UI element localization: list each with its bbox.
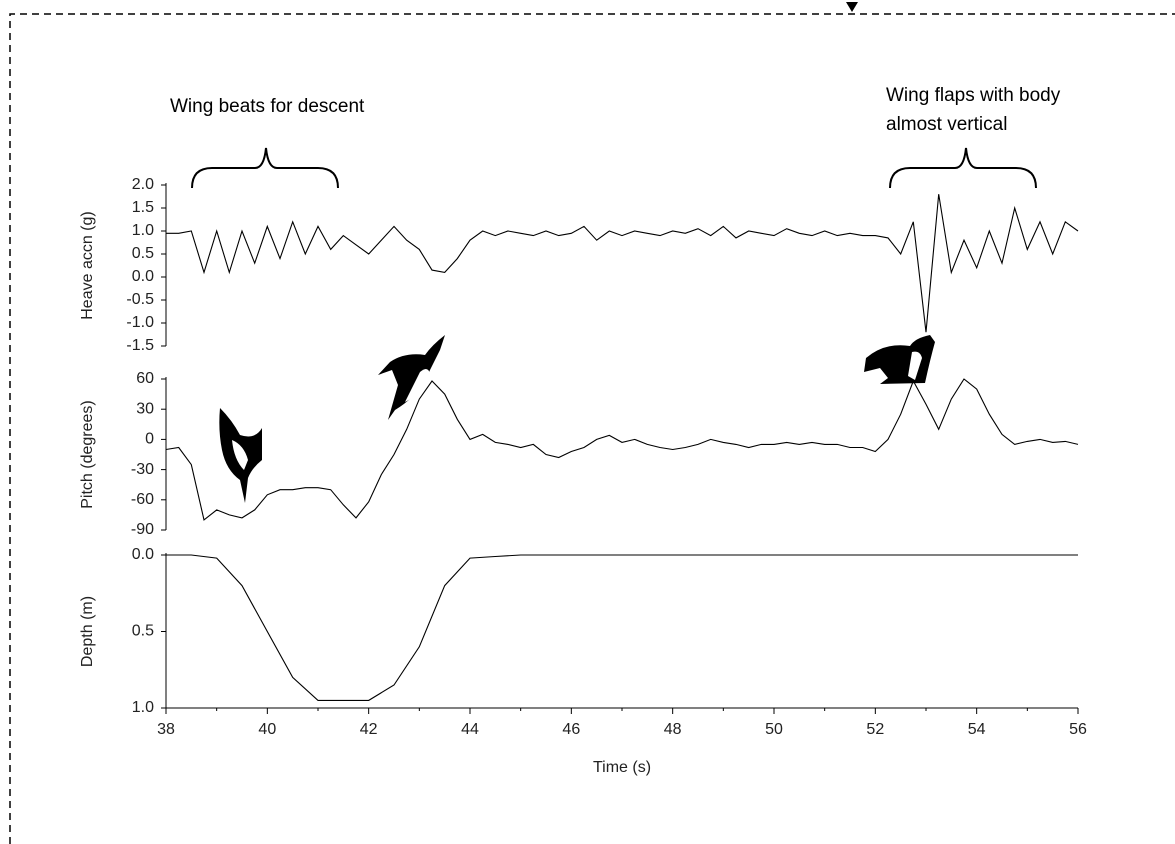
y-tick-label: 1.0 bbox=[132, 699, 154, 716]
y-axis-label: Heave accn (g) bbox=[79, 211, 96, 320]
y-axis-label: Depth (m) bbox=[79, 596, 96, 667]
brace bbox=[191, 147, 339, 189]
y-tick-label: -1.0 bbox=[126, 314, 154, 331]
brace bbox=[889, 147, 1037, 189]
y-tick-label: -90 bbox=[131, 521, 154, 538]
y-tick-label: 60 bbox=[136, 370, 154, 387]
x-tick-label: 52 bbox=[866, 721, 884, 738]
y-tick-label: 30 bbox=[136, 400, 154, 417]
y-tick-label: -60 bbox=[131, 491, 154, 508]
annotation: Wing beats for descent bbox=[170, 96, 365, 117]
y-tick-label: 1.0 bbox=[132, 222, 154, 239]
annotation: Wing flaps with body bbox=[886, 85, 1061, 106]
penguin-descending bbox=[219, 408, 262, 503]
penguin-ascending bbox=[378, 335, 445, 420]
x-tick-label: 50 bbox=[765, 721, 783, 738]
x-tick-label: 54 bbox=[968, 721, 986, 738]
y-tick-label: 0.0 bbox=[132, 268, 154, 285]
y-tick-label: -30 bbox=[131, 461, 154, 478]
y-tick-label: 1.5 bbox=[132, 199, 154, 216]
y-tick-label: -0.5 bbox=[126, 291, 154, 308]
x-tick-label: 38 bbox=[157, 721, 175, 738]
x-tick-label: 56 bbox=[1069, 721, 1087, 738]
y-tick-label: 0.0 bbox=[132, 546, 154, 563]
y-tick-label: 0 bbox=[145, 431, 154, 448]
x-tick-label: 46 bbox=[562, 721, 580, 738]
data-line bbox=[165, 378, 1079, 521]
arrow-tip bbox=[846, 2, 858, 12]
data-line bbox=[166, 554, 1078, 701]
data-line bbox=[166, 194, 1079, 333]
x-tick-label: 42 bbox=[360, 721, 378, 738]
y-tick-label: 0.5 bbox=[132, 245, 154, 262]
penguin-vertical-flap bbox=[864, 335, 935, 384]
y-axis-label: Pitch (degrees) bbox=[79, 400, 96, 509]
dashed-border bbox=[9, 13, 1175, 844]
x-tick-label: 44 bbox=[461, 721, 479, 738]
annotation: almost vertical bbox=[886, 114, 1007, 135]
y-tick-label: -1.5 bbox=[126, 337, 154, 354]
x-tick-label: 40 bbox=[258, 721, 276, 738]
y-tick-label: 0.5 bbox=[132, 623, 154, 640]
y-tick-label: 2.0 bbox=[132, 176, 154, 193]
x-axis-label: Time (s) bbox=[593, 759, 651, 776]
x-tick-label: 48 bbox=[664, 721, 682, 738]
